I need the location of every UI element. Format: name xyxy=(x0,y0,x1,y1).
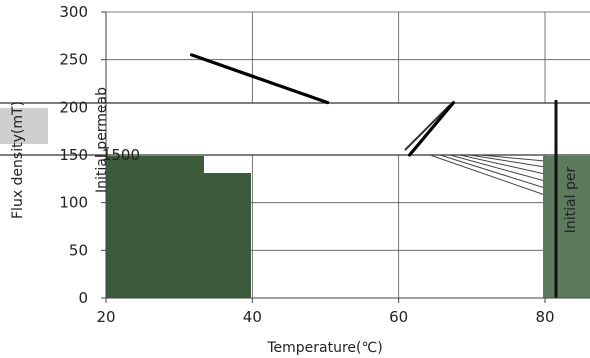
y-ticks: 0 50 100 150 200 250 300 xyxy=(59,3,106,307)
overlay-band-top xyxy=(0,103,590,155)
y-tick-label-5: 250 xyxy=(59,51,88,69)
overlay-hatch xyxy=(429,154,546,196)
x-tick-label-3: 80 xyxy=(535,308,554,326)
y-tick-label-2: 100 xyxy=(59,194,88,212)
overlay-slope xyxy=(404,104,451,151)
series-line-1 xyxy=(105,187,249,250)
y-tick-label-6: 300 xyxy=(59,3,88,21)
x-ticks: 20 40 60 80 xyxy=(96,298,555,326)
series-line-2 xyxy=(408,101,456,157)
dark-block-left-step xyxy=(204,173,251,298)
overlay-band xyxy=(0,102,590,196)
y-tick-label-1: 50 xyxy=(69,241,88,259)
x-tick-label-0: 20 xyxy=(96,308,115,326)
x-axis-label: Temperature(℃) xyxy=(266,340,382,356)
y-axis-label-right: Initial per xyxy=(563,167,579,234)
y-axis-label-overlay: Initial permeab xyxy=(94,87,110,193)
y-axis-label-left: Flux density(mT) xyxy=(10,101,26,219)
y-tick-label-4: 200 xyxy=(59,98,88,116)
dark-block-right xyxy=(543,156,590,298)
x-tick-label-2: 60 xyxy=(389,308,408,326)
y-tick-label-0: 0 xyxy=(78,289,88,307)
series-line-0 xyxy=(190,53,330,105)
y-tick-label-3: 150 xyxy=(59,146,88,164)
overlay-stripes xyxy=(0,108,48,144)
x-tick-label-1: 40 xyxy=(243,308,262,326)
permeability-tick-label: 1500 xyxy=(102,146,140,164)
series-group xyxy=(105,53,456,250)
dark-block-left xyxy=(106,156,204,298)
